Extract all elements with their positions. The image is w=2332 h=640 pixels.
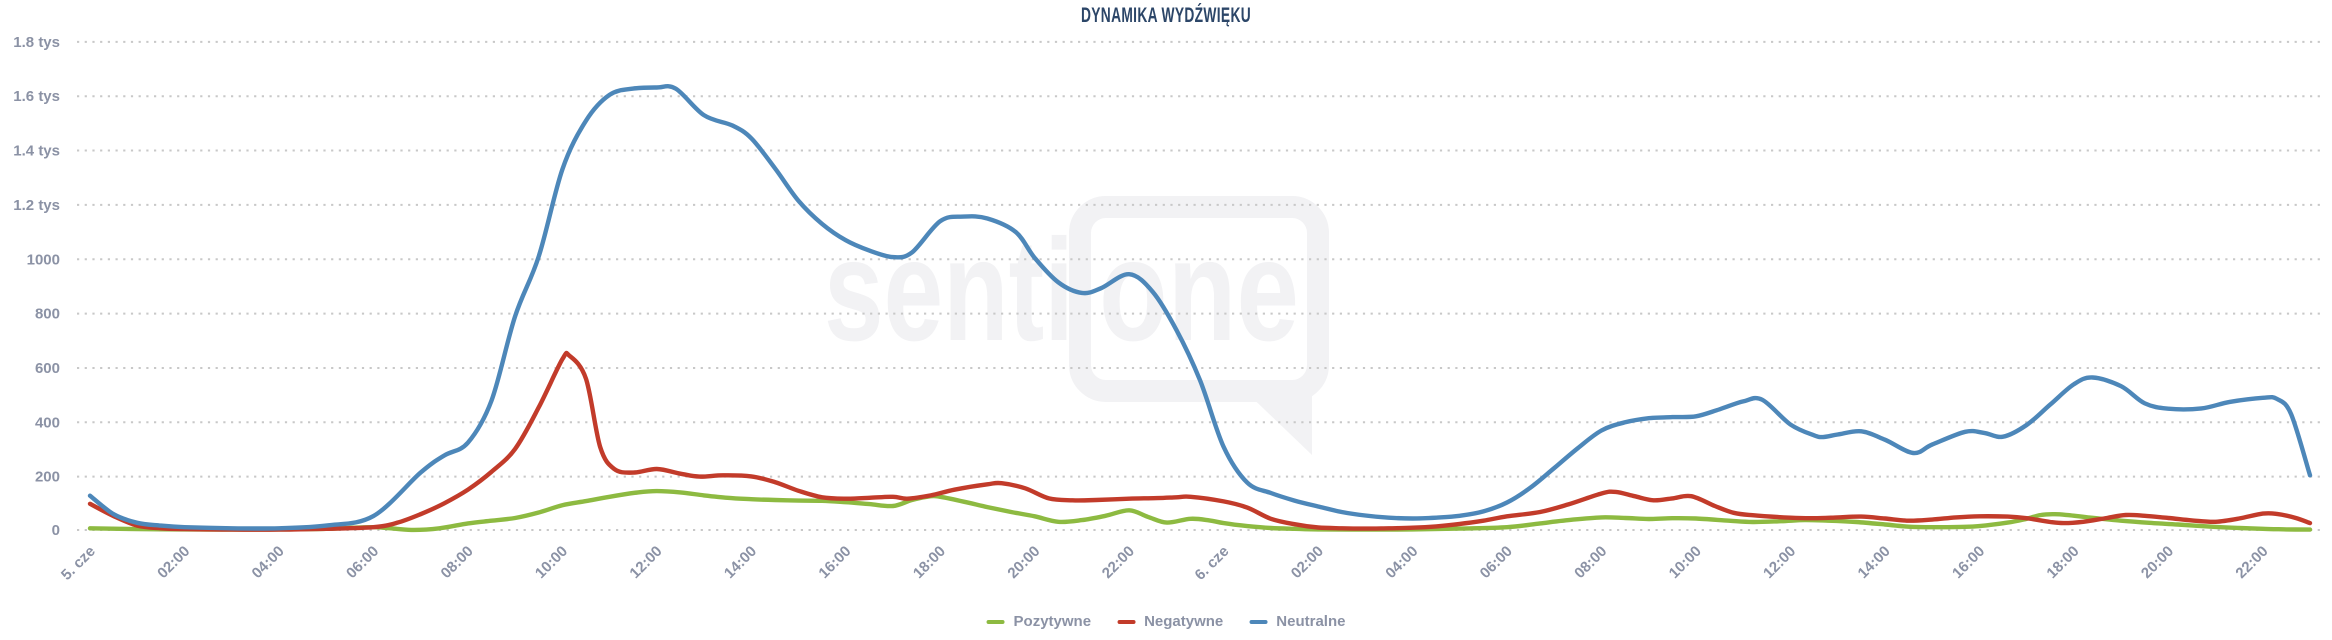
sentione-watermark-logo: senti one: [824, 196, 1329, 455]
chart-title: DYNAMIKA WYDŹWIĘKU: [1081, 4, 1251, 27]
y-tick-label: 0: [52, 522, 60, 539]
x-tick-label: 02:00: [1288, 543, 1327, 582]
series-line-negatywne: [87, 350, 2313, 532]
x-tick-label: 18:00: [2043, 543, 2082, 582]
x-tick-label: 14:00: [721, 543, 760, 582]
y-tick-label: 1.4 tys: [13, 143, 60, 160]
series-line-neutralne: [87, 84, 2313, 531]
x-tick-label: 22:00: [2232, 543, 2271, 582]
legend-item-pozytywne[interactable]: Pozytywne: [986, 613, 1092, 630]
x-tick-label: 12:00: [1760, 543, 1799, 582]
legend-label-negatywne: Negatywne: [1144, 613, 1224, 630]
legend-dash-pozytywne: [986, 619, 1005, 624]
series-line-pozytywne: [87, 488, 2313, 533]
y-tick-label: 200: [35, 469, 60, 486]
y-axis-labels: 0 200 400 600 800 1000 1.2 tys 1.4 tys 1.6 tys 1.…: [13, 34, 60, 539]
watermark-senti-text: senti: [824, 209, 1074, 371]
watermark-speech-bubble: [1069, 196, 1329, 402]
legend-dash-neutralne: [1249, 619, 1268, 624]
y-tick-label: 1.2 tys: [13, 197, 60, 214]
series-lines: [87, 84, 2313, 533]
x-tick-label: 02:00: [154, 543, 193, 582]
x-tick-label: 6. cze: [1192, 543, 1233, 584]
x-tick-label: 08:00: [1571, 543, 1610, 582]
x-tick-label: 04:00: [1382, 543, 1421, 582]
x-tick-label: 20:00: [1004, 543, 1043, 582]
y-tick-label: 800: [35, 306, 60, 323]
x-axis-labels: 5. cze 02:00 04:00 06:00 08:00 10:00 12:00 14:0…: [58, 543, 2272, 584]
x-tick-label: 10:00: [532, 543, 571, 582]
x-tick-label: 14:00: [1855, 543, 1894, 582]
y-tick-label: 1.8 tys: [13, 34, 60, 51]
x-tick-label: 04:00: [249, 543, 288, 582]
legend-label-pozytywne: Pozytywne: [1013, 613, 1092, 630]
legend-item-negatywne[interactable]: Negatywne: [1117, 613, 1223, 630]
x-tick-label: 10:00: [1666, 543, 1705, 582]
chart-legend: Pozytywne Negatywne Neutralne: [974, 613, 1359, 630]
legend-label-neutralne: Neutralne: [1276, 613, 1346, 630]
x-tick-label: 12:00: [626, 543, 665, 582]
x-tick-label: 18:00: [910, 543, 949, 582]
watermark-one-text: one: [1099, 209, 1299, 371]
x-tick-label: 16:00: [1949, 543, 1988, 582]
y-tick-label: 600: [35, 360, 60, 377]
x-tick-label: 22:00: [1099, 543, 1138, 582]
x-tick-label: 20:00: [2138, 543, 2177, 582]
legend-item-neutralne[interactable]: Neutralne: [1249, 613, 1345, 630]
x-tick-label: 06:00: [343, 543, 382, 582]
x-tick-label: 06:00: [1477, 543, 1516, 582]
y-tick-label: 1000: [27, 251, 60, 268]
y-tick-label: 400: [35, 414, 60, 431]
legend-dash-negatywne: [1117, 619, 1136, 624]
watermark-bubble-tail: [1240, 386, 1312, 455]
x-tick-label: 08:00: [438, 543, 477, 582]
y-tick-label: 1.6 tys: [13, 88, 60, 105]
x-tick-label: 16:00: [815, 543, 854, 582]
x-tick-label: 5. cze: [58, 543, 99, 584]
